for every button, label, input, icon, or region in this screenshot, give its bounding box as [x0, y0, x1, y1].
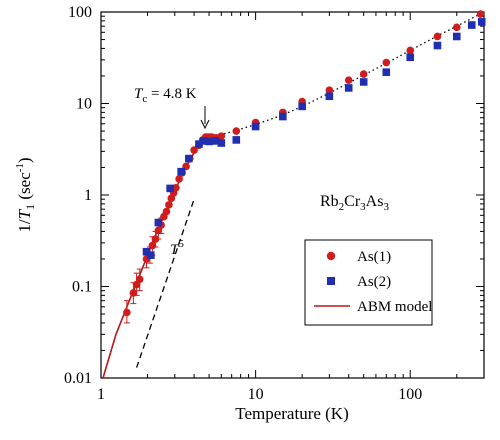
y-tick-label: 10 [76, 96, 92, 113]
as2-point [406, 53, 415, 62]
as1-point [232, 127, 241, 135]
as2-point [195, 140, 203, 148]
legend: As(1) As(2) ABM model [304, 239, 433, 326]
as1-point [129, 289, 138, 297]
as1-point [433, 32, 442, 41]
tick-labels: 1 10 100 0.01 0.1 1 10 100 [64, 4, 422, 403]
as2-point [154, 218, 163, 227]
as1-point [123, 308, 131, 317]
y-axis-label-unit: (sec [15, 172, 34, 204]
legend-label-as2: As(2) [357, 274, 391, 290]
as1-point [172, 183, 180, 192]
t5-guide-line [135, 198, 195, 368]
legend-marker-as1 [326, 251, 336, 261]
as2-point [217, 139, 226, 147]
t5-symbol: T [170, 242, 180, 258]
as2-point [344, 84, 353, 92]
as2-point [359, 78, 368, 86]
tc-value: = 4.8 K [147, 86, 196, 102]
as1-point [382, 58, 391, 67]
as1-point [344, 76, 353, 84]
legend-label-abm: ABM model [357, 299, 432, 315]
as1-point [452, 23, 461, 32]
compound-as-sub: 3 [383, 201, 389, 213]
as2-point [279, 112, 287, 121]
as1-point [135, 275, 144, 284]
y-axis-label-superscript: -1 [14, 163, 26, 172]
as1-point [476, 10, 485, 18]
y-tick-label: 0.01 [64, 370, 92, 387]
data-markers [123, 10, 486, 317]
x-axis-label: Temperature (K) [235, 404, 349, 423]
as1-point [190, 146, 198, 154]
as2-point [298, 102, 306, 111]
y-axis-label-part: 1/ [15, 219, 34, 233]
t5-annotation: T5 [170, 238, 184, 258]
as2-point [477, 18, 486, 26]
axis-ticks [100, 11, 485, 379]
x-tick-label: 10 [248, 386, 264, 403]
as1-point [148, 241, 157, 250]
compound-rb: Rb [320, 193, 339, 210]
legend-label-as1: As(1) [357, 249, 391, 265]
x-tick-label: 1 [97, 386, 105, 403]
y-axis-label-subscript: 1 [23, 204, 37, 210]
tc-subscript: c [142, 93, 147, 105]
as2-point [142, 247, 151, 256]
y-axis-label: 1/T1 (sec-1) [14, 157, 37, 232]
as1-point [165, 201, 173, 209]
as1-point [406, 46, 415, 55]
tc-symbol: T [134, 86, 144, 102]
guide-line-dotted [206, 12, 483, 138]
compound-rb-sub: 2 [339, 201, 345, 213]
as2-point [199, 137, 208, 145]
as2-point [232, 136, 241, 144]
as2-point [166, 184, 174, 193]
as2-point [251, 122, 260, 131]
as1-point [325, 86, 334, 94]
as2-point [205, 137, 213, 146]
compound-label: Rb2Cr3As3 [320, 193, 389, 213]
as1-point [175, 175, 183, 183]
legend-box [304, 239, 433, 326]
x-tick-label: 100 [398, 386, 422, 403]
abm-model-line [102, 136, 207, 379]
as2-point [467, 21, 476, 29]
tc-annotation: Tc = 4.8 K [134, 86, 197, 105]
t5-superscript: 5 [178, 238, 184, 250]
as1-point [151, 235, 160, 243]
y-tick-label: 1 [84, 187, 92, 204]
as1-point [359, 70, 368, 78]
as1-point [162, 207, 171, 216]
y-axis-label-close: ) [15, 157, 34, 163]
compound-as: As [366, 193, 384, 210]
as2-point [185, 154, 193, 163]
as2-point [452, 32, 461, 41]
as2-point [177, 167, 185, 176]
as2-point [147, 251, 155, 259]
y-axis-label-symbol: T [15, 208, 34, 219]
tc-arrow [200, 106, 210, 130]
compound-cr-sub: 3 [360, 201, 366, 213]
as2-point [433, 41, 442, 50]
as2-point [325, 92, 334, 101]
as1-point [217, 132, 226, 140]
legend-marker-as2 [327, 277, 335, 285]
as2-point [382, 68, 391, 76]
y-tick-label: 100 [68, 4, 92, 21]
as2-point [211, 137, 220, 145]
compound-cr: Cr [344, 193, 361, 210]
y-tick-label: 0.1 [72, 279, 92, 296]
